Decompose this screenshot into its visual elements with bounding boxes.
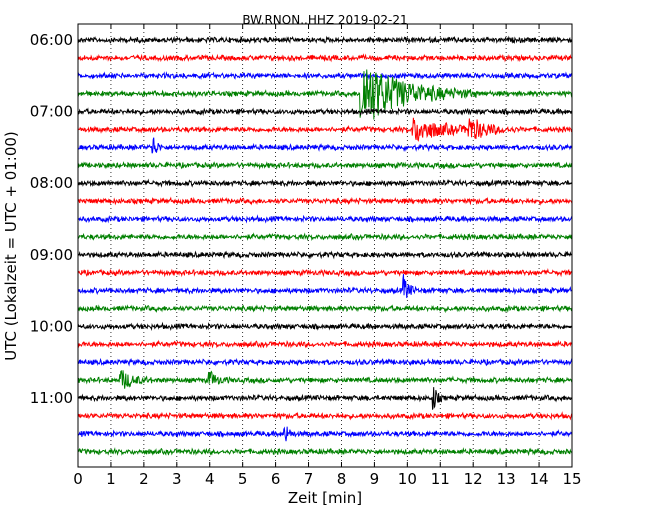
x-axis: 0 1 2 3 4 5 6 7 8 9 10 11 12 13 14 15 (73, 24, 582, 488)
trace-1130 (77, 426, 573, 442)
y-axis: 06:00 07:00 08:00 09:00 10:00 11:00 (30, 31, 572, 407)
x-axis-label: Zeit [min] (288, 489, 362, 507)
chart-title: BW.RNON..HHZ 2019-02-21 (242, 13, 407, 27)
seismogram-traces (77, 35, 573, 457)
trace-0845 (77, 232, 573, 242)
y-tick-label: 08:00 (30, 174, 73, 192)
trace-0645 (77, 69, 573, 120)
y-tick-label: 07:00 (30, 103, 73, 121)
trace-0730 (77, 137, 573, 154)
trace-1045 (77, 369, 573, 389)
x-tick-label: 12 (464, 470, 483, 488)
trace-0715 (77, 117, 573, 142)
x-tick-label: 1 (106, 470, 116, 488)
trace-0745 (77, 161, 573, 170)
trace-1145 (77, 447, 573, 457)
x-tick-label: 10 (398, 470, 417, 488)
x-tick-label: 5 (238, 470, 248, 488)
x-tick-label: 9 (370, 470, 380, 488)
x-tick-label: 11 (431, 470, 450, 488)
trace-1000 (77, 321, 573, 331)
x-tick-label: 8 (337, 470, 347, 488)
trace-0615 (77, 53, 573, 63)
trace-0945 (77, 304, 573, 314)
x-tick-label: 3 (172, 470, 182, 488)
x-tick-label: 2 (139, 470, 149, 488)
y-tick-label: 10:00 (30, 317, 73, 335)
y-axis-label: UTC (Lokalzeit = UTC + 01:00) (2, 131, 20, 361)
x-tick-label: 13 (497, 470, 516, 488)
trace-0600 (77, 35, 573, 45)
trace-1115 (77, 411, 573, 421)
trace-0830 (77, 214, 573, 224)
trace-1100 (77, 387, 573, 410)
x-tick-label: 14 (530, 470, 549, 488)
x-tick-label: 4 (205, 470, 215, 488)
y-tick-label: 11:00 (30, 389, 73, 407)
y-tick-label: 09:00 (30, 246, 73, 264)
plot-frame (77, 23, 573, 468)
y-tick-label: 06:00 (30, 31, 73, 49)
trace-0900 (77, 250, 573, 260)
trace-0800 (77, 178, 573, 188)
trace-0630 (77, 71, 573, 81)
trace-0930 (77, 274, 573, 299)
trace-1015 (77, 339, 573, 349)
trace-0700 (77, 107, 573, 117)
trace-0915 (77, 267, 573, 278)
grid-lines (110, 24, 540, 467)
x-tick-label: 15 (562, 470, 581, 488)
x-tick-label: 6 (271, 470, 281, 488)
trace-1030 (77, 357, 573, 367)
x-tick-label: 0 (73, 470, 83, 488)
x-tick-label: 7 (304, 470, 314, 488)
trace-0815 (77, 196, 573, 206)
